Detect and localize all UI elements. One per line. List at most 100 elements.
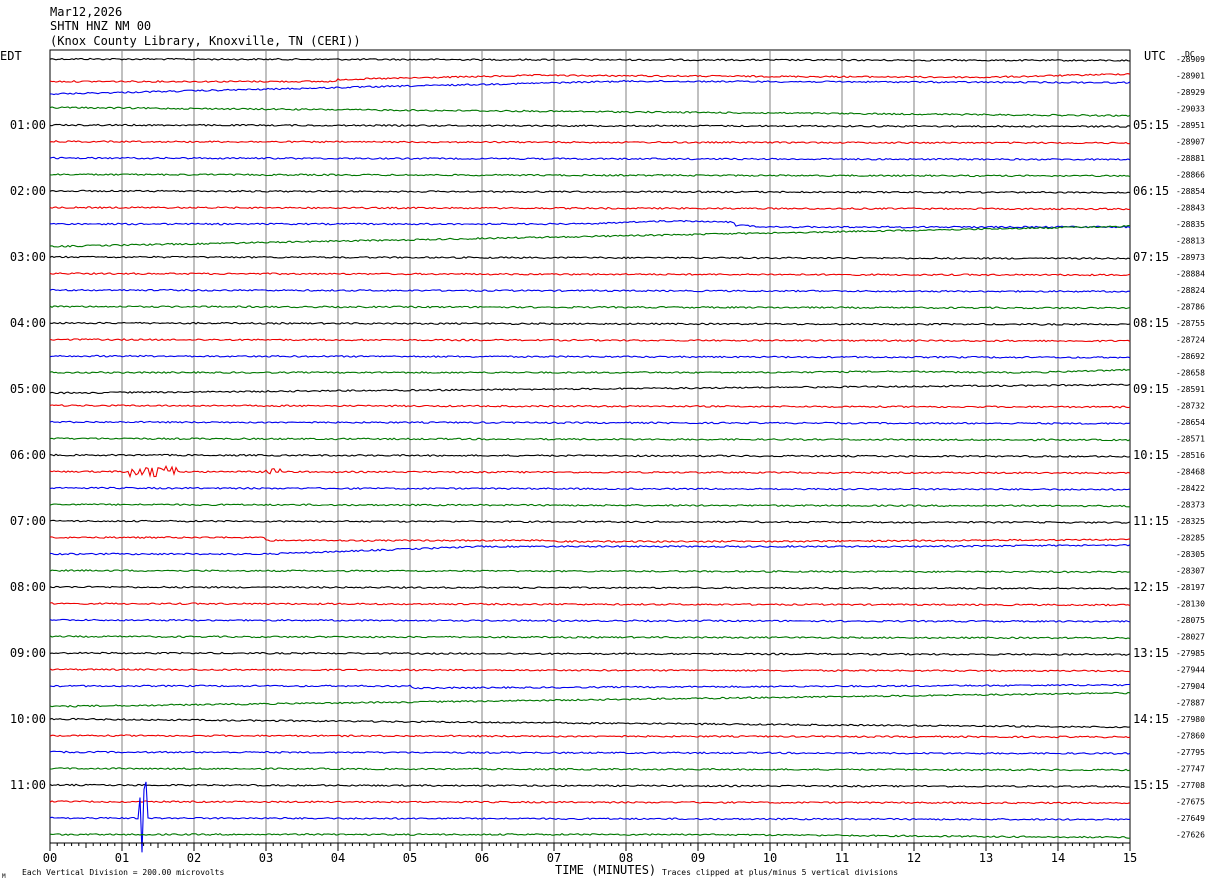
x-tick-label: 15 bbox=[1123, 851, 1137, 865]
dc-offset-label: -28571 bbox=[1176, 435, 1205, 444]
dc-offset-label: -28813 bbox=[1176, 237, 1205, 246]
dc-offset-label: -28724 bbox=[1176, 336, 1205, 345]
dc-offset-label: -28027 bbox=[1176, 633, 1205, 642]
dc-offset-label: -27795 bbox=[1176, 748, 1205, 757]
trace-row-1 bbox=[49, 57, 1131, 62]
dc-offset-label: -27747 bbox=[1176, 765, 1205, 774]
scale-note: Each Vertical Division = 200.00 microvol… bbox=[22, 868, 224, 877]
right-hour-label: 05:15 bbox=[1133, 118, 1169, 132]
x-tick-label: 09 bbox=[691, 851, 705, 865]
dc-offset-label: -28516 bbox=[1176, 451, 1205, 460]
trace-row-30 bbox=[50, 536, 1131, 543]
right-hour-label: 14:15 bbox=[1133, 712, 1169, 726]
trace-row-43 bbox=[49, 750, 1131, 755]
right-hour-label: 08:15 bbox=[1133, 316, 1169, 330]
right-hour-labels: 05:15 06:15 07:15 08:15 09:15 10:15 11:15 12:15… bbox=[1133, 118, 1169, 792]
dc-offset-label: -28422 bbox=[1176, 484, 1205, 493]
left-hour-label: 01:00 bbox=[10, 118, 46, 132]
trace-row-40 bbox=[49, 691, 1131, 708]
dc-offset-label: -27626 bbox=[1176, 831, 1205, 840]
dc-offset-label: -28130 bbox=[1176, 600, 1205, 609]
trace-row-22 bbox=[49, 404, 1131, 409]
right-hour-label: 10:15 bbox=[1133, 448, 1169, 462]
dc-offset-label: -28929 bbox=[1176, 88, 1205, 97]
right-hour-label: 09:15 bbox=[1133, 382, 1169, 396]
x-tick-label: 08 bbox=[619, 851, 633, 865]
trace-row-16 bbox=[49, 305, 1131, 310]
trace-row-13 bbox=[49, 255, 1131, 260]
dc-offset-label: -28732 bbox=[1176, 402, 1205, 411]
trace-row-7 bbox=[49, 156, 1131, 161]
grid-lines bbox=[49, 49, 1131, 844]
x-tick-label: 05 bbox=[403, 851, 417, 865]
x-tick-label: 10 bbox=[763, 851, 777, 865]
trace-row-26 bbox=[49, 465, 1131, 479]
dc-offset-label: -27675 bbox=[1176, 798, 1205, 807]
left-hour-label: 06:00 bbox=[10, 448, 46, 462]
dc-offset-label: -28658 bbox=[1176, 369, 1205, 378]
dc-offset-label: -28884 bbox=[1176, 270, 1205, 279]
dc-offset-label: -28755 bbox=[1176, 319, 1205, 328]
x-tick-label: 00 bbox=[43, 851, 57, 865]
trace-row-14 bbox=[49, 272, 1131, 277]
dc-offset-label: -28835 bbox=[1176, 220, 1205, 229]
x-tick-label: 03 bbox=[259, 851, 273, 865]
trace-row-3 bbox=[49, 79, 1131, 96]
dc-offset-label: -28307 bbox=[1176, 567, 1205, 576]
trace-row-8 bbox=[49, 173, 1131, 178]
dc-offset-label: -28591 bbox=[1176, 385, 1205, 394]
dc-offset-label: -28973 bbox=[1176, 253, 1205, 262]
left-hour-label: 03:00 bbox=[10, 250, 46, 264]
right-hour-label: 07:15 bbox=[1133, 250, 1169, 264]
right-hour-label: 11:15 bbox=[1133, 514, 1169, 528]
dc-offset-label: -27649 bbox=[1176, 814, 1205, 823]
dc-offset-label: -28075 bbox=[1176, 616, 1205, 625]
dc-offset-label: -28854 bbox=[1176, 187, 1205, 196]
trace-row-11 bbox=[50, 219, 1131, 229]
trace-row-36 bbox=[49, 635, 1131, 640]
right-hour-label: 06:15 bbox=[1133, 184, 1169, 198]
trace-row-12 bbox=[49, 224, 1131, 248]
trace-row-28 bbox=[49, 503, 1130, 508]
trace-row-20 bbox=[49, 368, 1131, 375]
dc-offset-label: -28468 bbox=[1176, 468, 1205, 477]
trace-row-45 bbox=[49, 783, 1131, 788]
x-tick-label: 04 bbox=[331, 851, 345, 865]
x-tick-label: 01 bbox=[115, 851, 129, 865]
trace-row-15 bbox=[49, 288, 1131, 293]
x-tick-label: 14 bbox=[1051, 851, 1065, 865]
right-tz-label: UTC bbox=[1144, 49, 1166, 63]
dc-offset-labels: -28909 -28901 -28929 -29033 -28951 -28907 -288… bbox=[1176, 55, 1205, 840]
dc-offset-label: -28285 bbox=[1176, 534, 1205, 543]
trace-row-42 bbox=[49, 734, 1131, 739]
trace-row-23 bbox=[49, 420, 1131, 425]
dc-offset-label: -27708 bbox=[1176, 781, 1205, 790]
trace-row-48 bbox=[49, 833, 1130, 839]
dc-offset-label: -28901 bbox=[1176, 72, 1205, 81]
dc-offset-label: -28654 bbox=[1176, 418, 1205, 427]
left-hour-label: 11:00 bbox=[10, 778, 46, 792]
dc-offset-label: -28824 bbox=[1176, 286, 1205, 295]
trace-row-24 bbox=[49, 437, 1131, 442]
header-date: Mar12,2026 bbox=[50, 5, 122, 19]
dc-offset-label: -27980 bbox=[1176, 715, 1205, 724]
trace-row-9 bbox=[49, 189, 1131, 194]
x-axis-label: TIME (MINUTES) bbox=[555, 863, 656, 877]
clip-note: Traces clipped at plus/minus 5 vertical … bbox=[662, 868, 898, 877]
header-location: (Knox County Library, Knoxville, TN (CER… bbox=[50, 34, 361, 48]
dc-offset-label: -28843 bbox=[1176, 204, 1205, 213]
dc-offset-label: -28881 bbox=[1176, 154, 1205, 163]
trace-row-37 bbox=[49, 651, 1131, 656]
dc-offset-label: -28373 bbox=[1176, 501, 1205, 510]
left-hour-label: 04:00 bbox=[10, 316, 46, 330]
x-tick-label: 13 bbox=[979, 851, 993, 865]
left-hour-labels: 01:00 02:00 03:00 04:00 05:00 06:00 07:00 08:00… bbox=[10, 118, 46, 792]
trace-row-4 bbox=[49, 106, 1131, 117]
x-axis: 00 01 02 03 04 05 06 07 08 09 10 11 12 13 14 15 bbox=[43, 842, 1137, 865]
trace-row-34 bbox=[49, 602, 1131, 607]
trace-row-5 bbox=[49, 123, 1131, 128]
dc-offset-label: -29033 bbox=[1176, 105, 1205, 114]
trace-row-17 bbox=[49, 321, 1131, 326]
trace-row-25 bbox=[49, 453, 1131, 458]
